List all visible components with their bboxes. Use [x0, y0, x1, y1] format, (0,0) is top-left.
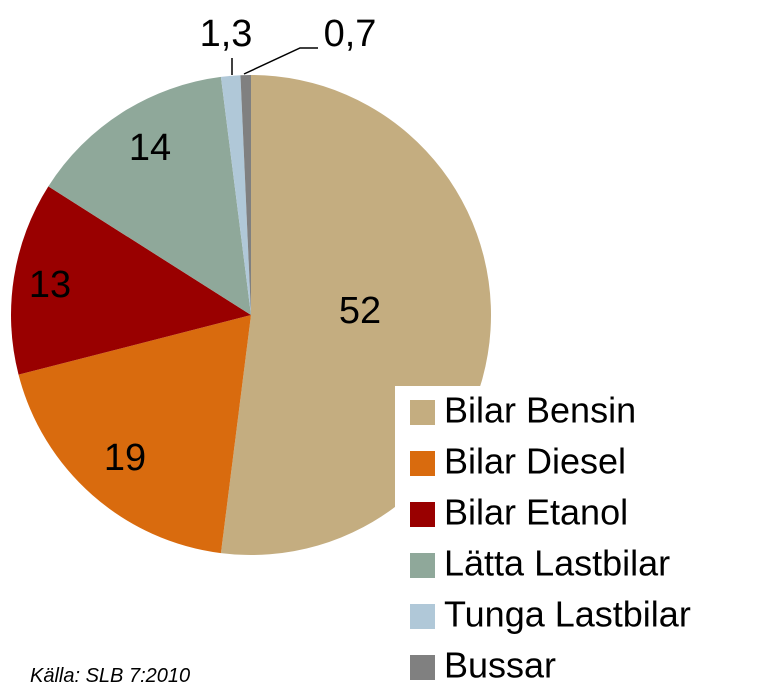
legend-label: Lätta Lastbilar: [444, 543, 670, 584]
source-note: Källa: SLB 7:2010: [30, 665, 190, 686]
pie-slice: [240, 75, 251, 315]
legend-label: Bilar Diesel: [444, 441, 626, 482]
legend-label: Bussar: [444, 645, 556, 686]
pie-slice: [10, 186, 251, 375]
legend-box: [395, 386, 781, 686]
legend-swatch: [410, 553, 435, 578]
legend-label: Bilar Bensin: [444, 390, 636, 431]
legend-swatch: [410, 400, 435, 425]
legend: Bilar Bensin Bilar Diesel Bilar Etanol Lätt…: [410, 390, 691, 686]
data-label: 0,7: [324, 13, 377, 55]
data-label: 52: [339, 290, 381, 332]
data-label: 14: [129, 127, 171, 169]
pie-slice: [48, 76, 251, 315]
pie-slice: [220, 75, 251, 316]
legend-swatch: [410, 655, 435, 680]
legend-swatch: [410, 451, 435, 476]
data-label: 1,3: [200, 13, 253, 55]
pie: [10, 75, 491, 555]
legend-label: Tunga Lastbilar: [444, 594, 691, 635]
data-label: 19: [104, 437, 146, 479]
legend-swatch: [410, 502, 435, 527]
pie-slice: [18, 315, 252, 554]
legend-swatch: [410, 604, 435, 629]
legend-label: Bilar Etanol: [444, 492, 628, 533]
leader-line: [243, 47, 318, 75]
data-label: 13: [29, 264, 71, 306]
